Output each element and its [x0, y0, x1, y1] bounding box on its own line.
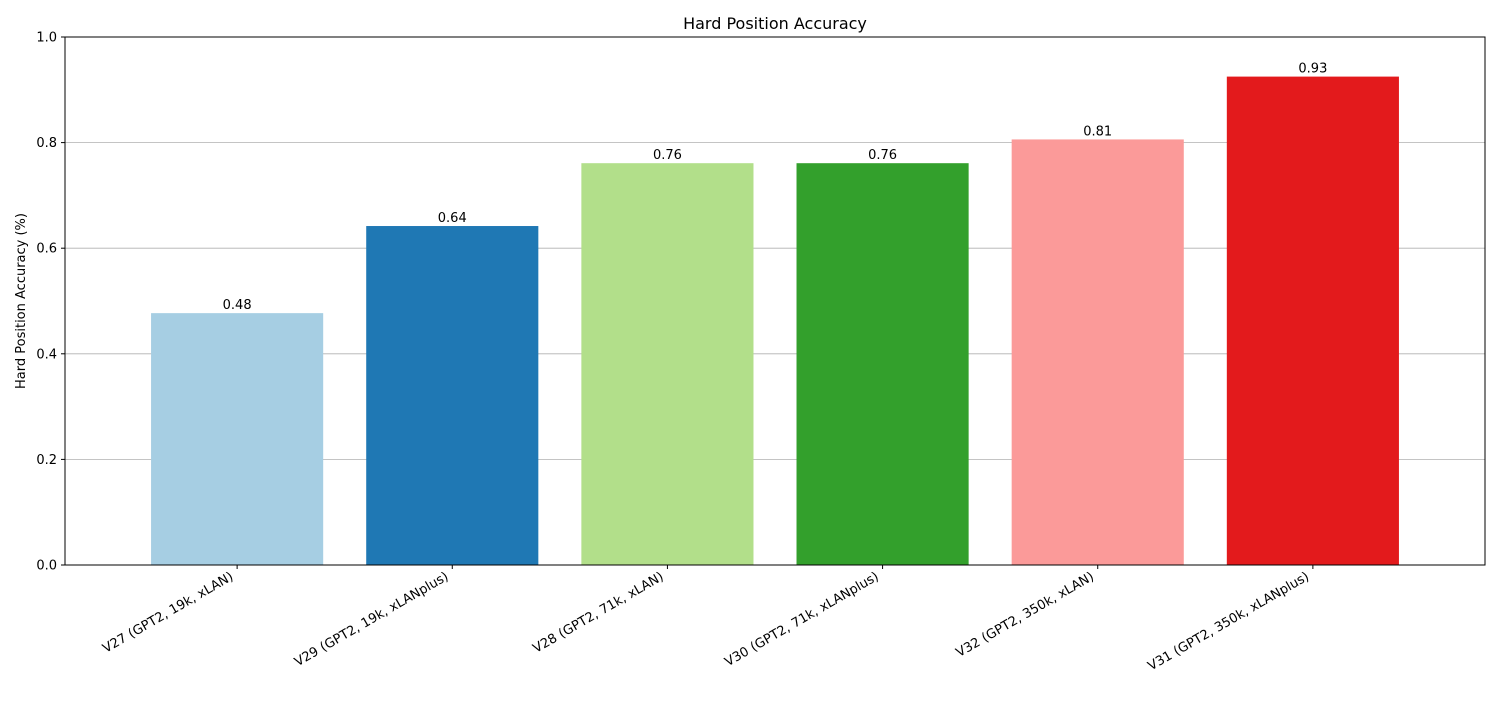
y-tick-label: 0.6: [36, 242, 57, 257]
plot-frame: [64, 36, 1486, 566]
bar: [1226, 76, 1399, 565]
x-tick-label: V28 (GPT2, 71k, xLAN): [530, 569, 666, 656]
y-axis-ticks: 0.0 0.2 0.4 0.6 0.8 1.0: [36, 31, 65, 574]
bar: [151, 313, 324, 565]
x-tick-label: V32 (GPT2, 350k, xLAN): [954, 569, 1097, 660]
bars: [151, 76, 1399, 566]
x-tick-label: V31 (GPT2, 350k, xLANplus): [1146, 569, 1312, 674]
bar-value-label: 0.76: [868, 148, 897, 163]
bar-value-label: 0.93: [1298, 62, 1327, 77]
y-axis-label: Hard Position Accuracy (%): [14, 213, 29, 389]
bar: [796, 163, 969, 565]
value-labels: 0.48 0.64 0.76 0.76 0.81 0.93: [223, 62, 1328, 314]
y-tick-label: 0.8: [36, 136, 57, 151]
bar: [366, 226, 539, 566]
bar-value-label: 0.76: [653, 148, 682, 163]
x-tick-label: V29 (GPT2, 19k, xLANplus): [292, 569, 451, 670]
x-tick-label: V30 (GPT2, 71k, xLANplus): [722, 569, 881, 670]
bar: [1011, 139, 1184, 565]
bar: [581, 163, 754, 565]
y-tick-label: 1.0: [36, 31, 57, 46]
bar-value-label: 0.81: [1083, 124, 1112, 139]
bar-value-label: 0.64: [438, 211, 467, 226]
y-tick-label: 0.4: [36, 347, 57, 362]
x-tick-label: V27 (GPT2, 19k, xLAN): [100, 569, 236, 656]
x-axis-ticks: V27 (GPT2, 19k, xLAN) V29 (GPT2, 19k, xLA…: [100, 565, 1314, 674]
y-tick-label: 0.2: [36, 453, 57, 468]
chart-title: Hard Position Accuracy: [683, 14, 867, 33]
y-tick-label: 0.0: [36, 559, 57, 574]
bar-value-label: 0.48: [223, 298, 252, 313]
